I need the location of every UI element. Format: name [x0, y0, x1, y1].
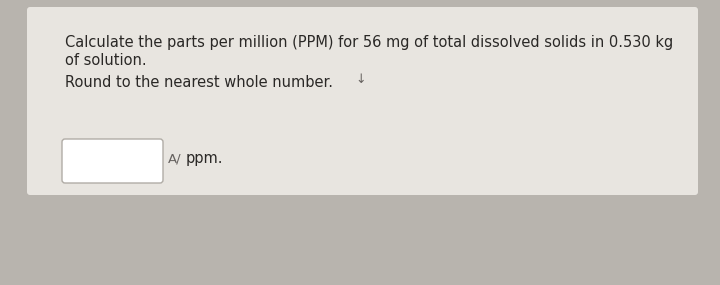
Text: A/: A/ [168, 152, 181, 166]
Text: Round to the nearest whole number.: Round to the nearest whole number. [65, 75, 333, 90]
FancyBboxPatch shape [62, 139, 163, 183]
Text: ↓: ↓ [355, 73, 366, 86]
Text: Calculate the parts per million (PPM) for 56 mg of total dissolved solids in 0.5: Calculate the parts per million (PPM) fo… [65, 35, 673, 50]
Text: ppm.: ppm. [186, 152, 223, 166]
Text: of solution.: of solution. [65, 53, 147, 68]
FancyBboxPatch shape [27, 7, 698, 195]
